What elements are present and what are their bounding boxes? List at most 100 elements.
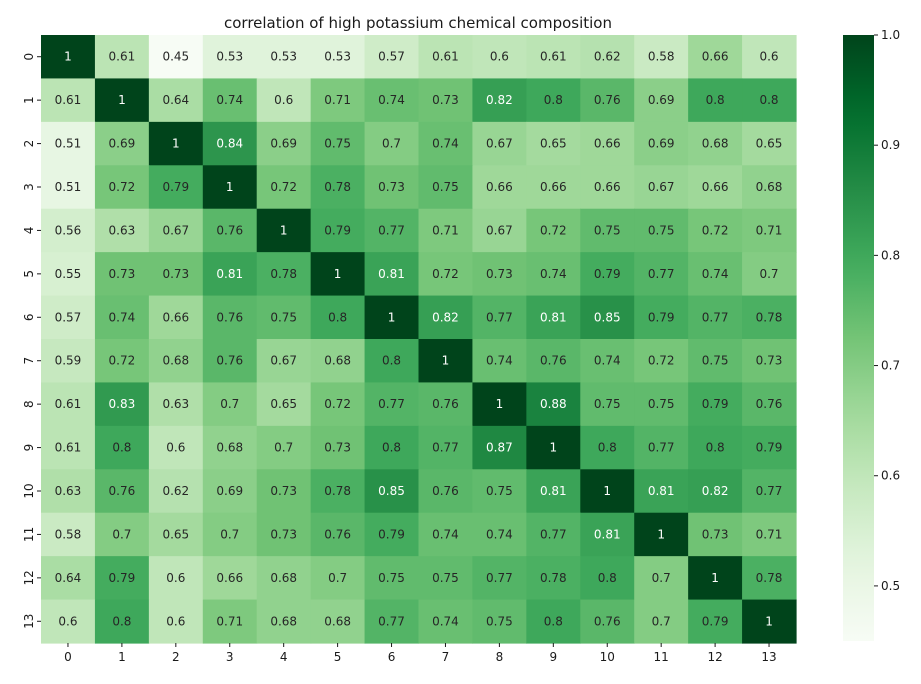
heatmap-cell-5-4 [256, 252, 312, 297]
heatmap-cell-label-8-11: 0.75 [648, 397, 675, 411]
heatmap-cell-9-13 [742, 425, 797, 470]
heatmap-cell-12-2 [148, 556, 204, 601]
heatmap-cell-label-10-5: 0.78 [324, 484, 351, 498]
heatmap-cell-1-9 [526, 78, 581, 123]
heatmap-cell-label-8-1: 0.83 [109, 397, 136, 411]
heatmap-cell-0-6 [364, 35, 420, 80]
heatmap-cell-11-1 [94, 512, 150, 557]
heatmap-cell-label-12-0: 0.64 [55, 571, 82, 585]
heatmap-cell-3-1 [94, 165, 150, 210]
heatmap-cell-1-4 [256, 78, 312, 123]
y-tick-label-13: 13 [22, 614, 36, 629]
heatmap-cell-label-8-8: 1 [496, 397, 504, 411]
heatmap-cell-label-2-2: 1 [172, 137, 180, 151]
heatmap-cell-label-1-0: 0.61 [55, 93, 82, 107]
heatmap-cell-6-11 [634, 295, 689, 340]
x-tick-label-1: 1 [118, 650, 126, 664]
heatmap-cell-label-13-10: 0.76 [594, 614, 621, 628]
heatmap-cell-5-5 [310, 252, 366, 297]
heatmap-cell-13-13 [742, 599, 797, 644]
heatmap-cell-label-10-3: 0.69 [216, 484, 243, 498]
heatmap-cell-5-0 [41, 252, 96, 297]
heatmap-cell-5-6 [364, 252, 420, 297]
heatmap-cell-10-6 [364, 469, 420, 514]
heatmap-cell-label-1-5: 0.71 [324, 93, 351, 107]
heatmap-cell-label-8-12: 0.79 [702, 397, 729, 411]
heatmap-cell-6-1 [94, 295, 150, 340]
heatmap-cell-label-12-9: 0.78 [540, 571, 567, 585]
heatmap-cell-label-9-7: 0.77 [432, 441, 459, 455]
heatmap-cell-label-4-0: 0.56 [55, 223, 82, 237]
heatmap-cell-13-5 [310, 599, 366, 644]
heatmap-cell-2-4 [256, 121, 312, 166]
heatmap-cell-label-3-8: 0.66 [486, 180, 513, 194]
heatmap-cell-13-4 [256, 599, 312, 644]
heatmap-cell-11-6 [364, 512, 420, 557]
heatmap-cell-label-12-3: 0.66 [216, 571, 243, 585]
heatmap-cell-label-8-5: 0.72 [324, 397, 351, 411]
heatmap-cell-label-8-13: 0.76 [756, 397, 783, 411]
heatmap-cell-7-9 [526, 339, 581, 384]
heatmap-cell-9-9 [526, 425, 581, 470]
heatmap-cell-9-2 [148, 425, 204, 470]
heatmap-cell-12-13 [742, 556, 797, 601]
heatmap-cell-3-13 [742, 165, 797, 210]
heatmap-cell-label-7-13: 0.73 [756, 354, 783, 368]
heatmap-cell-label-7-0: 0.59 [55, 354, 82, 368]
heatmap-cell-label-8-10: 0.75 [594, 397, 621, 411]
heatmap-cell-9-10 [580, 425, 635, 470]
heatmap-cell-4-12 [688, 208, 743, 253]
heatmap-cell-8-9 [526, 382, 581, 427]
heatmap-cell-5-1 [94, 252, 150, 297]
y-tick-label-11: 11 [22, 527, 36, 542]
heatmap-cell-label-4-3: 0.76 [216, 223, 243, 237]
heatmap-cell-label-3-3: 1 [226, 180, 234, 194]
heatmap-cell-11-4 [256, 512, 312, 557]
heatmap-cell-label-11-6: 0.79 [378, 527, 405, 541]
y-tick-label-3: 3 [22, 183, 36, 191]
heatmap-cell-12-1 [94, 556, 150, 601]
x-tick-label-13: 13 [761, 650, 776, 664]
heatmap-cell-10-0 [41, 469, 96, 514]
heatmap-cell-label-6-13: 0.78 [756, 310, 783, 324]
heatmap-cell-label-7-1: 0.72 [109, 354, 136, 368]
heatmap-cell-label-8-4: 0.65 [270, 397, 297, 411]
chart-title: correlation of high potassium chemical c… [224, 14, 612, 32]
heatmap-cell-3-4 [256, 165, 312, 210]
heatmap-cell-label-3-10: 0.66 [594, 180, 621, 194]
heatmap-cell-label-10-1: 0.76 [109, 484, 136, 498]
heatmap-cell-11-10 [580, 512, 635, 557]
heatmap-cell-5-7 [418, 252, 474, 297]
heatmap-cell-label-13-5: 0.68 [324, 614, 351, 628]
x-tick-label-5: 5 [334, 650, 342, 664]
heatmap-cell-label-9-1: 0.8 [112, 441, 131, 455]
heatmap-cell-0-9 [526, 35, 581, 80]
heatmap-cell-0-11 [634, 35, 689, 80]
heatmap-cell-label-3-13: 0.68 [756, 180, 783, 194]
heatmap-cell-9-8 [472, 425, 527, 470]
heatmap-cell-2-0 [41, 121, 96, 166]
heatmap-cell-label-9-3: 0.68 [216, 441, 243, 455]
heatmap-cell-label-12-5: 0.7 [328, 571, 347, 585]
heatmap-cell-label-12-1: 0.79 [109, 571, 136, 585]
heatmap-cell-label-2-12: 0.68 [702, 137, 729, 151]
y-tick-label-7: 7 [22, 357, 36, 365]
heatmap-cell-3-6 [364, 165, 420, 210]
y-tick-label-6: 6 [22, 313, 36, 321]
colorbar-tick-label-3: 0.8 [881, 248, 900, 262]
heatmap-cell-label-3-4: 0.72 [270, 180, 297, 194]
heatmap-cell-9-12 [688, 425, 743, 470]
heatmap-cell-3-0 [41, 165, 96, 210]
heatmap-cell-labels: 1 0.61 0.45 0.53 0.53 0.53 0.57 0.61 0.6 0.61 0.62… [55, 50, 783, 629]
heatmap-cell-3-7 [418, 165, 474, 210]
heatmap-cell-label-4-10: 0.75 [594, 223, 621, 237]
heatmap-cell-11-0 [41, 512, 96, 557]
heatmap-cell-label-13-9: 0.8 [544, 614, 563, 628]
heatmap-cell-1-1 [94, 78, 150, 123]
heatmap-cell-9-5 [310, 425, 366, 470]
heatmap-cell-2-6 [364, 121, 420, 166]
heatmap-cell-12-8 [472, 556, 527, 601]
heatmap-cell-label-10-10: 1 [603, 484, 611, 498]
heatmap-cell-6-9 [526, 295, 581, 340]
